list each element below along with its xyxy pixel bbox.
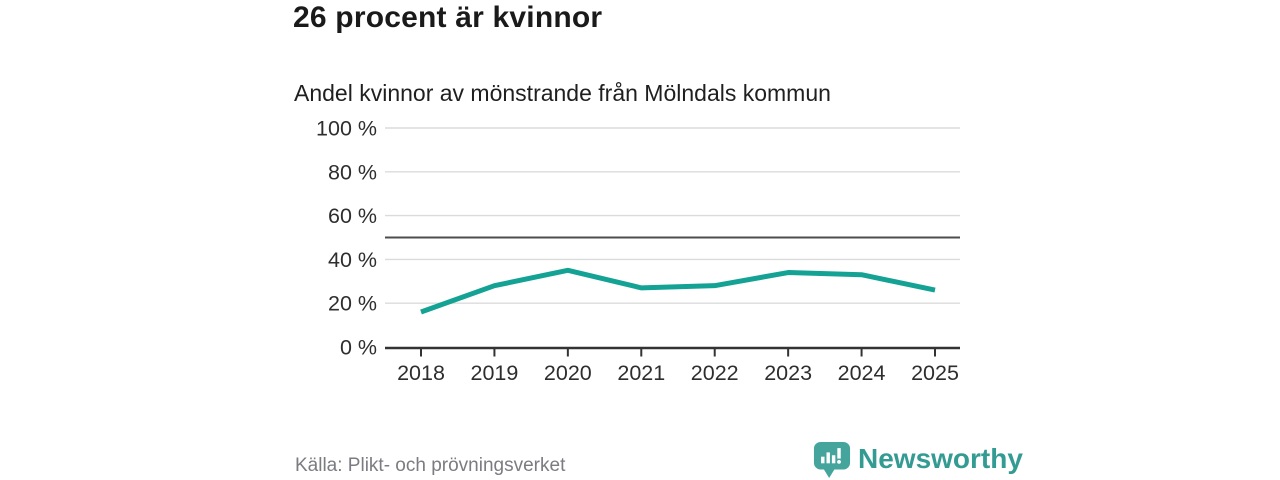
svg-text:2023: 2023: [764, 361, 812, 385]
source-note: Källa: Plikt- och prövningsverket: [295, 455, 566, 476]
chart-subtitle: Andel kvinnor av mönstrande från Mölndal…: [294, 80, 831, 106]
svg-text:100 %: 100 %: [316, 117, 377, 141]
svg-text:0 %: 0 %: [340, 336, 377, 360]
svg-text:2018: 2018: [397, 361, 445, 385]
svg-text:2024: 2024: [838, 361, 886, 385]
svg-text:2020: 2020: [544, 361, 592, 385]
newsworthy-brand: Newsworthy: [813, 441, 1023, 479]
svg-text:2025: 2025: [911, 361, 959, 385]
svg-text:60 %: 60 %: [328, 204, 377, 228]
chart-headline: 26 procent är kvinnor: [293, 1, 603, 34]
svg-text:2022: 2022: [691, 361, 739, 385]
brand-name: Newsworthy: [858, 443, 1023, 474]
svg-text:40 %: 40 %: [328, 248, 377, 272]
svg-text:2019: 2019: [471, 361, 519, 385]
svg-text:2021: 2021: [617, 361, 665, 385]
svg-text:80 %: 80 %: [328, 160, 377, 184]
bar-chart-speech-bubble-icon: [813, 441, 851, 479]
svg-text:20 %: 20 %: [328, 292, 377, 316]
